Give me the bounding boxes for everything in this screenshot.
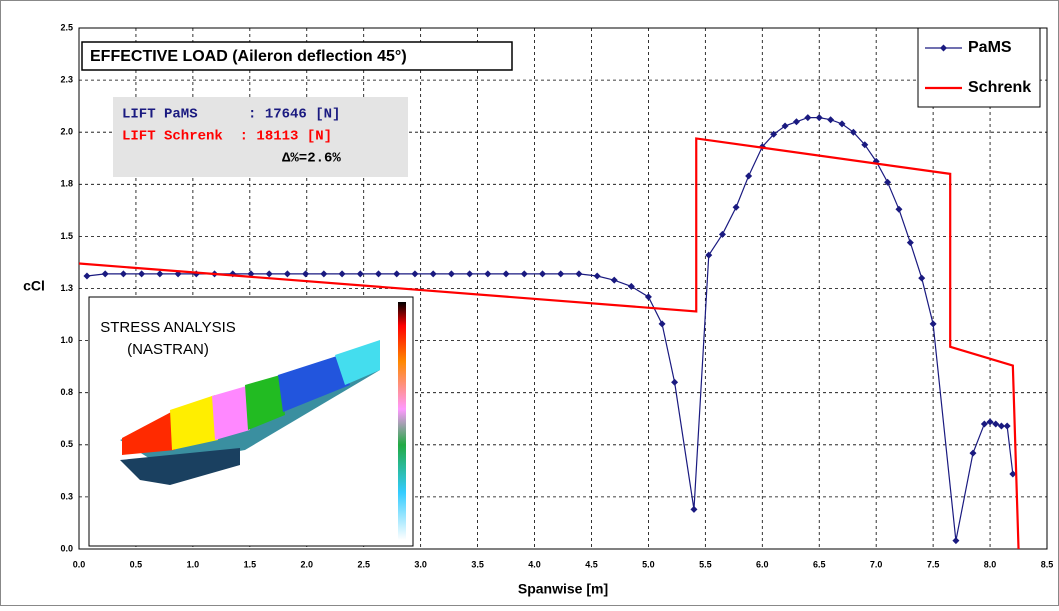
x-tick-label: 2.5: [357, 559, 370, 569]
x-tick-label: 7.0: [870, 559, 883, 569]
x-tick-label: 4.0: [528, 559, 541, 569]
x-tick-label: 4.5: [585, 559, 598, 569]
x-tick-label: 8.0: [984, 559, 997, 569]
x-tick-label: 0.5: [130, 559, 143, 569]
x-tick-label: 3.0: [414, 559, 427, 569]
legend-label: Schrenk: [968, 79, 1031, 96]
y-tick-label: 0.0: [60, 543, 73, 553]
inset: STRESS ANALYSIS (NASTRAN): [89, 297, 413, 546]
y-tick-label: 0.8: [60, 387, 73, 397]
x-axis-label: Spanwise [m]: [518, 581, 608, 597]
y-tick-label: 1.3: [60, 283, 73, 293]
inset-subtitle: (NASTRAN): [127, 341, 209, 358]
y-tick-label: 2.0: [60, 127, 73, 137]
lift-pams: LIFT PaMS : 17646 [N]: [122, 107, 340, 123]
legend-label: PaMS: [968, 39, 1012, 56]
colorbar: [398, 302, 406, 540]
x-tick-label: 2.0: [301, 559, 314, 569]
y-axis-label: cCl: [23, 278, 45, 294]
x-tick-label: 6.5: [813, 559, 826, 569]
y-tick-label: 2.3: [60, 74, 73, 84]
y-tick-label: 1.0: [60, 335, 73, 345]
x-tick-label: 5.0: [642, 559, 655, 569]
y-tick-label: 1.8: [60, 179, 73, 189]
x-tick-label: 5.5: [699, 559, 712, 569]
x-tick-label: 8.5: [1041, 559, 1054, 569]
lift-schrenk: LIFT Schrenk : 18113 [N]: [122, 129, 332, 145]
x-tick-label: 6.0: [756, 559, 769, 569]
y-tick-label: 2.5: [60, 22, 73, 32]
y-tick-label: 1.5: [60, 231, 73, 241]
y-tick-label: 0.3: [60, 491, 73, 501]
x-tick-label: 1.5: [244, 559, 257, 569]
x-tick-label: 3.5: [471, 559, 484, 569]
x-tick-label: 0.0: [73, 559, 86, 569]
inset-title: STRESS ANALYSIS: [100, 319, 236, 336]
x-tick-label: 1.0: [187, 559, 200, 569]
y-tick-label: 0.5: [60, 439, 73, 449]
x-tick-label: 7.5: [927, 559, 940, 569]
chart: EFFECTIVE LOAD (Aileron deflection 45°) …: [0, 0, 1059, 606]
delta: Δ%=2.6%: [282, 151, 341, 167]
chart-title: EFFECTIVE LOAD (Aileron deflection 45°): [90, 48, 407, 65]
